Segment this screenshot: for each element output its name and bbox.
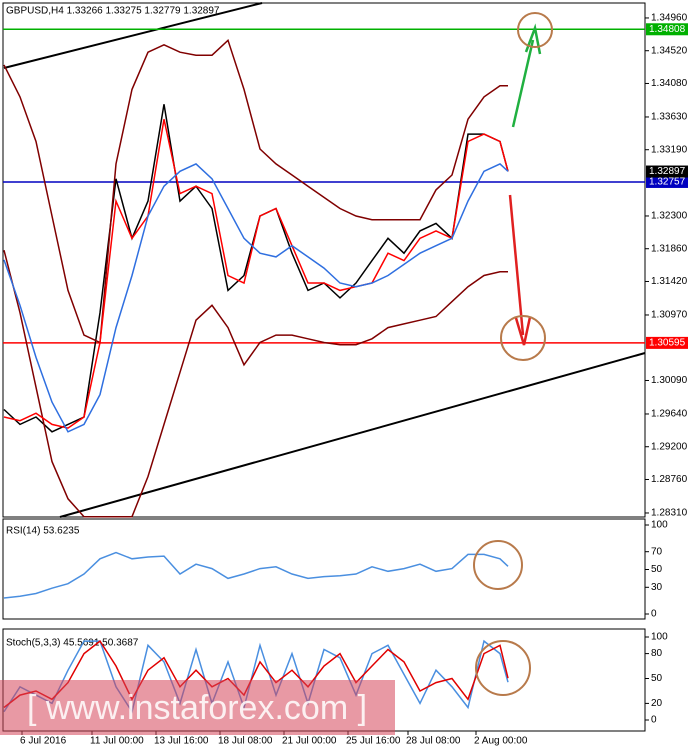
level-label: 1.32757 — [649, 177, 686, 188]
price-panel — [2, 2, 646, 518]
level-label-box — [646, 336, 688, 349]
x-tick-label: 18 Jul 08:00 — [218, 736, 273, 747]
y-tick-label: 1.30970 — [651, 310, 688, 321]
y-tick-label: 80 — [651, 648, 663, 659]
y-tick-label: 0 — [651, 715, 657, 726]
y-tick-label: 30 — [651, 582, 663, 593]
highlight-circle — [475, 640, 531, 696]
y-tick-label: 1.31420 — [651, 276, 688, 287]
series-line — [3, 551, 509, 599]
y-tick-label: 1.34960 — [651, 13, 688, 24]
level-label: 1.34808 — [649, 24, 686, 35]
trend-line — [3, 2, 263, 69]
stoch-layer: Stoch(5,3,3) 45.5691 50.3687 100 80 50 20 0 6 … — [3, 632, 668, 747]
series-line — [3, 250, 508, 518]
y-tick-label: 1.29200 — [651, 441, 688, 452]
y-tick-label: 1.33630 — [651, 112, 688, 123]
y-tick-label: 70 — [651, 546, 663, 557]
series-line — [3, 38, 508, 344]
x-tick-label: 21 Jul 00:00 — [282, 736, 337, 747]
y-tick-label: 0 — [651, 609, 657, 620]
price-label: 1.32897 — [649, 166, 686, 177]
series-line — [3, 640, 509, 709]
watermark-box — [0, 680, 395, 735]
arrow-up — [511, 39, 535, 128]
level-label: 1.30595 — [649, 338, 686, 349]
arrow-head — [514, 316, 532, 346]
highlight-circle — [517, 12, 553, 48]
rsi-layer: RSI(14) 53.6235 100 70 50 30 0 — [3, 520, 668, 620]
level-label-box — [646, 23, 688, 36]
y-tick-label: 1.34520 — [651, 45, 688, 56]
panel-title: GBPUSD,H4 1.33266 1.33275 1.32779 1.3289… — [6, 6, 220, 17]
y-tick-label: 50 — [651, 673, 663, 684]
y-tick-label: 1.32300 — [651, 211, 688, 222]
series-line — [3, 639, 509, 714]
price-layer: GBPUSD,H4 1.33266 1.33275 1.32779 1.3289… — [3, 6, 688, 519]
arrow-head — [524, 23, 542, 55]
y-tick-label: 20 — [651, 698, 663, 709]
trend-line — [59, 352, 646, 518]
y-tick-label: 1.29640 — [651, 409, 688, 420]
y-tick-label: 1.28760 — [651, 474, 688, 485]
y-tick-label: 1.34080 — [651, 78, 688, 89]
x-tick-label: 11 Jul 00:00 — [90, 736, 144, 747]
y-tick-label: 1.28310 — [651, 508, 688, 519]
x-tick-label: 28 Jul 08:00 — [406, 736, 461, 747]
panel-title: Stoch(5,3,3) 45.5691 50.3687 — [6, 638, 139, 649]
x-tick-label: 25 Jul 16:00 — [346, 736, 401, 747]
panel-title: RSI(14) 53.6235 — [6, 526, 80, 537]
y-tick-label: 50 — [651, 564, 663, 575]
x-tick-label: 2 Aug 00:00 — [474, 736, 528, 747]
watermark: [ www.instaforex.com ] — [27, 689, 367, 727]
highlight-circle — [500, 315, 546, 361]
y-tick-label: 1.33190 — [651, 144, 688, 155]
price-label-box — [646, 165, 688, 178]
y-tick-label: 1.31860 — [651, 243, 688, 254]
y-tick-label: 1.30090 — [651, 375, 688, 386]
series-line — [3, 163, 509, 433]
highlight-circle — [473, 540, 523, 590]
series-line — [3, 119, 509, 429]
x-tick-label: 6 Jul 2016 — [20, 736, 67, 747]
arrow-down — [508, 194, 525, 336]
y-tick-label: 100 — [651, 632, 668, 643]
x-tick-label: 13 Jul 16:00 — [154, 736, 209, 747]
y-tick-label: 100 — [651, 520, 668, 531]
level-label-box — [646, 175, 688, 188]
